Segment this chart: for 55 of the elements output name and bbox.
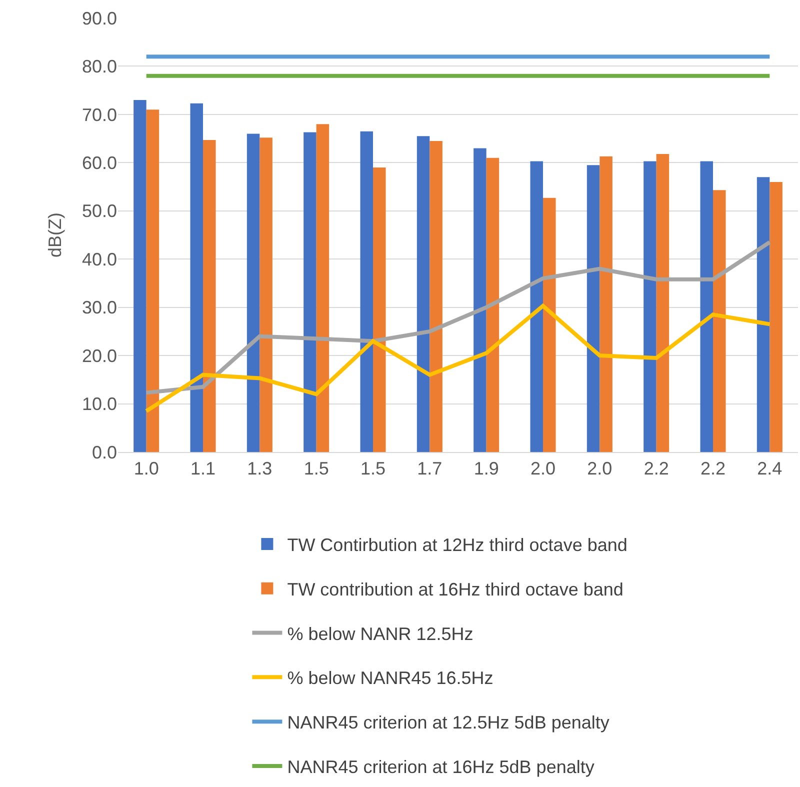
bar <box>190 103 203 452</box>
y-axis-title: dB(Z) <box>45 212 66 258</box>
line-series <box>144 240 772 395</box>
bar <box>360 131 373 452</box>
line-series <box>144 304 772 414</box>
y-tick-label: 0.0 <box>92 442 117 462</box>
bar <box>713 190 726 452</box>
x-tick-label: 1.1 <box>190 458 216 479</box>
y-tick-label: 90.0 <box>82 8 117 28</box>
bar <box>146 110 160 452</box>
legend-label: NANR45 criterion at 16Hz 5dB penalty <box>287 757 594 777</box>
bar <box>586 165 600 452</box>
x-tick-label: 1.3 <box>247 458 272 479</box>
x-tick-label: 2.0 <box>530 458 556 479</box>
bar <box>203 140 216 452</box>
bar <box>134 100 146 452</box>
bar <box>316 124 330 452</box>
bar <box>486 158 500 452</box>
bar <box>430 140 442 452</box>
x-tick-label: 1.0 <box>134 458 159 479</box>
bar <box>260 138 272 452</box>
bar <box>304 132 316 452</box>
bar <box>756 177 770 452</box>
bar <box>600 156 612 452</box>
y-tick-label: 10.0 <box>82 394 117 414</box>
legend-label: TW Contirbution at 12Hz third octave band <box>287 535 628 555</box>
y-tick-label: 70.0 <box>82 104 117 125</box>
x-tick-label: 1.7 <box>417 458 442 479</box>
x-tick-label: 1.9 <box>474 458 499 479</box>
bar <box>644 161 656 452</box>
y-tick-label: 60.0 <box>82 152 117 173</box>
y-tick-label: 30.0 <box>82 298 117 318</box>
legend-label: % below NANR45 16.5Hz <box>287 668 494 688</box>
x-tick-label: 2.0 <box>587 458 612 479</box>
y-tick-label: 80.0 <box>82 56 117 77</box>
bar <box>474 148 486 452</box>
bar <box>530 161 543 452</box>
x-tick-label: 1.5 <box>304 458 329 479</box>
bar <box>246 134 260 452</box>
bar <box>543 198 556 452</box>
bar <box>700 161 713 452</box>
bar <box>656 154 670 452</box>
bar <box>373 167 386 452</box>
x-tick-label: 2.4 <box>757 458 782 479</box>
legend-label: NANR45 criterion at 12.5Hz 5dB penalty <box>287 712 610 733</box>
bar <box>416 136 430 452</box>
y-tick-label: 50.0 <box>82 201 117 222</box>
x-tick-label: 1.5 <box>360 458 386 479</box>
x-tick-label: 2.2 <box>700 458 726 479</box>
legend-label: TW contribution at 16Hz third octave band <box>287 579 624 600</box>
x-tick-label: 2.2 <box>644 458 669 479</box>
bar <box>770 182 782 452</box>
y-tick-label: 20.0 <box>82 346 117 366</box>
legend-label: % below NANR 12.5Hz <box>287 624 474 644</box>
y-tick-label: 40.0 <box>82 249 117 270</box>
